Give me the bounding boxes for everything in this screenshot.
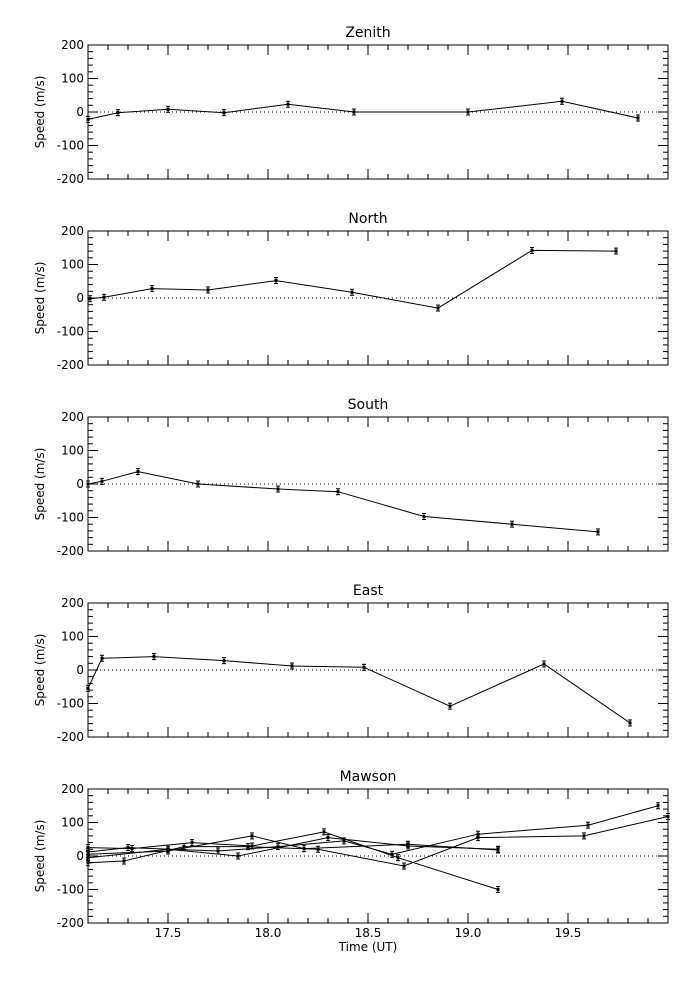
y-tick-label: -100 [57,139,84,153]
panel-title: South [348,397,389,413]
x-axis-label: Time (UT) [338,940,398,954]
series-line-2 [87,805,659,855]
y-tick-label: -200 [57,916,84,930]
y-tick-label: 100 [61,816,84,830]
y-tick-label: 0 [76,849,84,863]
y-tick-label: 100 [61,444,84,458]
x-tick-label: 17.5 [155,926,182,940]
x-tick-label: 18.5 [355,926,382,940]
panel-title: Zenith [345,25,390,41]
panel-title: Mawson [340,769,397,785]
panel-mawson: Mawson -200 -100 0 100 200 17.5 18.0 18.5 19.0 19.… [33,769,670,954]
x-tick-label: 18.0 [255,926,282,940]
panel-north: North -200 -100 0 100 200 Speed (m/s) [33,211,669,372]
y-axis-label: Speed (m/s) [33,262,47,335]
series-line-1 [87,656,631,724]
series-line-1 [87,816,669,867]
series-line-4 [87,835,499,855]
x-tick-label: 19.5 [555,926,582,940]
y-axis-label: Speed (m/s) [33,820,47,893]
series-line-1 [89,249,617,309]
y-tick-label: -100 [57,697,84,711]
y-tick-label: -100 [57,511,84,525]
y-tick-label: 0 [76,291,84,305]
y-tick-label: 200 [61,224,84,238]
y-axis-label: Speed (m/s) [33,634,47,707]
y-tick-label: -200 [57,172,84,186]
y-tick-label: 0 [76,477,84,491]
y-tick-label: -200 [57,358,84,372]
y-tick-label: -200 [57,730,84,744]
panel-east: East -200 -100 0 100 200 Speed (m/s) [33,583,669,744]
y-tick-label: 200 [61,782,84,796]
x-tick-label: 19.0 [455,926,482,940]
y-tick-label: -200 [57,544,84,558]
y-tick-label: -100 [57,883,84,897]
y-tick-label: 200 [61,596,84,610]
y-tick-label: 0 [76,105,84,119]
panel-south: South -200 -100 0 100 200 Speed (m/s) [33,397,669,558]
series-line-1 [87,471,599,533]
y-tick-label: 100 [61,630,84,644]
y-tick-label: -100 [57,325,84,339]
y-axis-label: Speed (m/s) [33,76,47,149]
series-line-5 [87,837,499,859]
panel-title: East [353,583,384,599]
y-axis-label: Speed (m/s) [33,448,47,521]
y-tick-label: 200 [61,410,84,424]
panel-title: North [348,211,387,227]
series-line-3 [87,831,499,890]
panel-zenith: Zenith -200 -100 0 100 200 Speed (m/s) [33,25,669,186]
y-tick-label: 100 [61,72,84,86]
y-tick-label: 0 [76,663,84,677]
y-tick-label: 100 [61,258,84,272]
y-tick-label: 200 [61,38,84,52]
series-line-1 [87,100,639,120]
